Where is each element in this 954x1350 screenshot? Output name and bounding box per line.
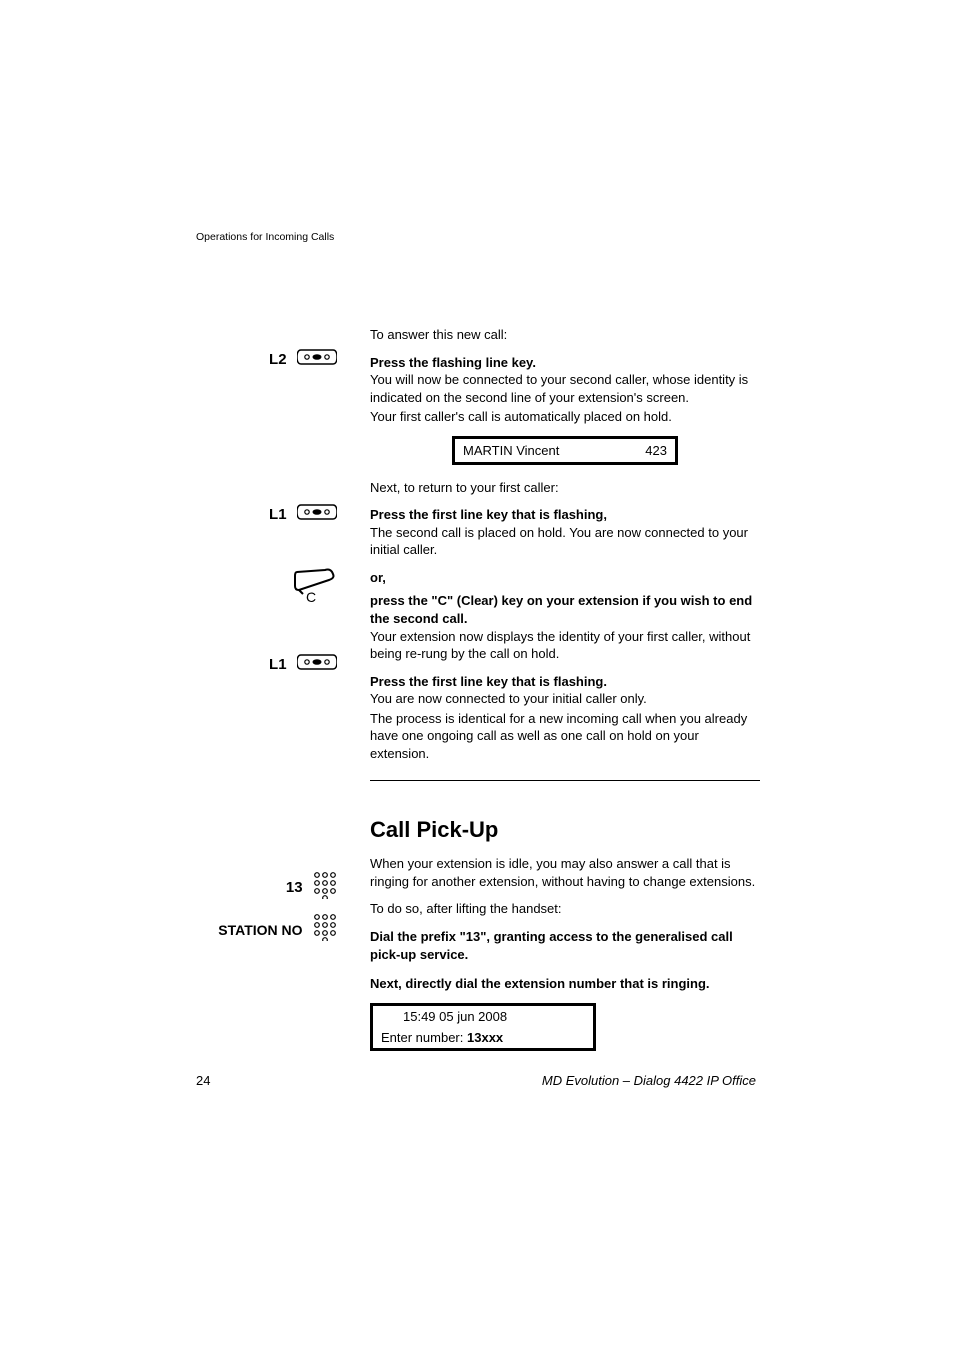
l2-label: L2 (269, 351, 287, 368)
left-l2: L2 (167, 348, 337, 371)
step-13-title: Dial the prefix "13", granting access to… (370, 928, 760, 963)
step-l1a-block: Press the first line key that is flashin… (370, 506, 760, 559)
intro2-text: Next, to return to your first caller: (370, 479, 760, 497)
section2-lead: To do so, after lifting the handset: (370, 900, 760, 918)
left-station: STATION NO (137, 913, 337, 946)
keypad-icon (313, 913, 337, 946)
display2-prompt: Enter number: (381, 1030, 467, 1045)
intro-text: To answer this new call: (370, 326, 760, 344)
display2-row2: Enter number: 13xxx (373, 1027, 593, 1048)
step-c-title: press the "C" (Clear) key on your extens… (370, 593, 752, 626)
line-key-icon (297, 653, 337, 676)
line-key-icon (297, 503, 337, 526)
step-l2-body1: You will now be connected to your second… (370, 372, 748, 405)
line-key-icon (297, 348, 337, 371)
page-number: 24 (196, 1073, 210, 1088)
footer-text: MD Evolution – Dialog 4422 IP Office (542, 1073, 756, 1088)
c-key-text: C (306, 589, 316, 604)
step-l1a-title: Press the first line key that is flashin… (370, 507, 607, 522)
phone-display-1: MARTIN Vincent 423 (452, 436, 678, 465)
section2-intro: When your extension is idle, you may als… (370, 855, 760, 890)
l1a-label: L1 (269, 506, 287, 523)
display1-name: MARTIN Vincent (463, 443, 559, 458)
prefix-13-label: 13 (286, 879, 303, 896)
step-station-title: Next, directly dial the extension number… (370, 975, 760, 993)
left-c: C (167, 564, 337, 609)
display1-ext: 423 (645, 443, 667, 458)
display2-value: 13xxx (467, 1030, 503, 1045)
page: Operations for Incoming Calls L2 L1 (0, 0, 954, 1350)
main-content: To answer this new call: Press the flash… (370, 326, 760, 1061)
section-title: Call Pick-Up (370, 817, 760, 843)
display1-row: MARTIN Vincent 423 (455, 439, 675, 462)
step-l1a-body: The second call is placed on hold. You a… (370, 525, 748, 558)
step-l2-block: Press the flashing line key. You will no… (370, 354, 760, 407)
step-c-body: Your extension now displays the identity… (370, 629, 750, 662)
l1b-label: L1 (269, 656, 287, 673)
or-label: or, (370, 569, 760, 587)
running-head: Operations for Incoming Calls (196, 231, 334, 243)
station-no-label: STATION NO (218, 922, 302, 938)
step-l1b-body2: The process is identical for a new incom… (370, 710, 760, 763)
step-c-block: press the "C" (Clear) key on your extens… (370, 592, 760, 662)
step-l2-title: Press the flashing line key. (370, 355, 536, 370)
keypad-icon (313, 871, 337, 904)
step-l1b-block: Press the first line key that is flashin… (370, 673, 760, 708)
clear-key-icon: C (291, 564, 337, 609)
step-l2-body2: Your first caller's call is automaticall… (370, 408, 760, 426)
display2-row1: 15:49 05 jun 2008 (373, 1006, 593, 1027)
left-l1a: L1 (167, 503, 337, 526)
left-l1b: L1 (167, 653, 337, 676)
step-l1b-body1: You are now connected to your initial ca… (370, 691, 647, 706)
step-l1b-title: Press the first line key that is flashin… (370, 674, 607, 689)
left-13: 13 (167, 871, 337, 904)
section-rule (370, 780, 760, 781)
phone-display-2: 15:49 05 jun 2008 Enter number: 13xxx (370, 1003, 596, 1051)
